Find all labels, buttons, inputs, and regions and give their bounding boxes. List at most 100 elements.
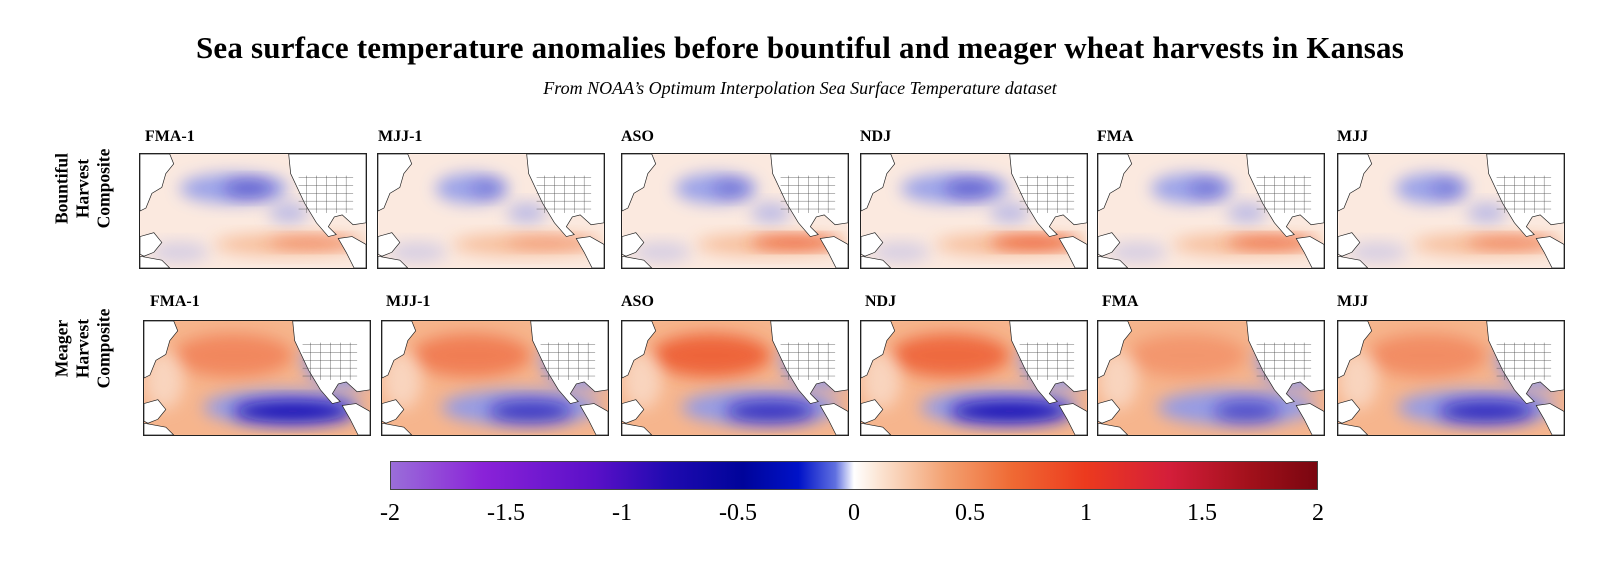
row-label-bountiful: Bountiful Harvest Composite	[51, 148, 114, 229]
land-islands	[140, 232, 163, 257]
land-south-america	[1535, 403, 1564, 435]
panel-title-r1-c1: FMA-1	[145, 128, 195, 145]
land-south-america	[1058, 236, 1087, 268]
cool-anomaly-core	[472, 179, 502, 198]
colorbar-tick-label: 0	[848, 500, 860, 526]
cool-anomaly-core	[726, 400, 816, 423]
land-north-america	[1009, 154, 1087, 237]
cool-anomaly-core	[224, 179, 274, 198]
land-islands	[1338, 232, 1361, 257]
cool-anomaly	[989, 203, 1030, 223]
land-north-america	[530, 321, 608, 404]
land-asia	[861, 321, 896, 379]
cool-anomaly-core	[713, 179, 749, 198]
land-australia	[1338, 255, 1369, 268]
land-south-america	[1295, 403, 1324, 435]
map-meager-ndj	[860, 320, 1088, 436]
land-islands	[1098, 399, 1121, 424]
land-asia	[378, 154, 413, 212]
land-islands	[1338, 399, 1361, 424]
warm-anomaly-core	[989, 236, 1080, 249]
land-south-america	[341, 403, 370, 435]
panel-title-r2-c3: ASO	[621, 293, 654, 310]
cool-anomaly	[750, 203, 791, 223]
cool-anomaly-core	[950, 400, 1070, 423]
land-australia	[1098, 422, 1129, 435]
panel-title-r2-c5: FMA	[1102, 293, 1139, 310]
land-australia	[1338, 422, 1369, 435]
cool-anomaly	[506, 203, 547, 223]
land-south-america	[819, 403, 848, 435]
land-australia	[1098, 255, 1129, 268]
land-south-america	[1535, 236, 1564, 268]
cool-anomaly	[1226, 203, 1267, 223]
land-asia	[1098, 321, 1133, 379]
cool-anomaly	[268, 203, 309, 223]
map-meager-mjj	[1337, 320, 1565, 436]
cool-anomaly	[1107, 242, 1168, 263]
warm-anomaly	[411, 333, 531, 378]
map-bountiful-mjj-1	[377, 153, 605, 269]
panel-title-r2-c2: MJJ-1	[386, 293, 431, 310]
colorbar-tick-label: -1.5	[487, 500, 525, 526]
map-bountiful-fma-1	[139, 153, 367, 269]
colorbar-tick-label: 1.5	[1187, 500, 1217, 526]
land-asia	[622, 321, 657, 379]
land-south-america	[1295, 236, 1324, 268]
cool-anomaly-core	[1432, 179, 1462, 198]
land-asia	[140, 154, 175, 212]
land-islands	[861, 399, 884, 424]
land-australia	[382, 422, 413, 435]
land-islands	[144, 399, 167, 424]
land-south-america	[575, 236, 604, 268]
land-islands	[378, 232, 401, 257]
land-south-america	[337, 236, 366, 268]
land-islands	[622, 232, 645, 257]
land-asia	[1338, 321, 1373, 379]
colorbar-tick-label: -2	[380, 500, 400, 526]
cool-anomaly	[631, 242, 692, 263]
warm-anomaly-core	[506, 236, 597, 249]
warm-anomaly	[890, 333, 1010, 378]
warm-anomaly	[1127, 333, 1247, 378]
cool-anomaly-core	[945, 179, 995, 198]
land-asia	[1098, 154, 1133, 212]
cool-anomaly-core	[1439, 400, 1535, 423]
land-south-america	[1058, 403, 1087, 435]
panel-title-r1-c4: NDJ	[860, 128, 892, 145]
land-australia	[622, 422, 653, 435]
cool-anomaly	[1347, 242, 1408, 263]
land-south-america	[819, 236, 848, 268]
land-north-america	[1486, 154, 1564, 237]
map-meager-fma	[1097, 320, 1325, 436]
land-australia	[378, 255, 409, 268]
land-islands	[382, 399, 405, 424]
cool-anomaly	[1466, 203, 1507, 223]
map-bountiful-fma	[1097, 153, 1325, 269]
warm-anomaly	[1367, 333, 1487, 378]
land-australia	[861, 422, 892, 435]
colorbar-tick-label: 1	[1080, 500, 1092, 526]
land-asia	[1338, 154, 1373, 212]
land-australia	[622, 255, 653, 268]
land-islands	[622, 399, 645, 424]
cool-anomaly-core	[1213, 400, 1280, 423]
cool-anomaly	[387, 242, 448, 263]
cool-anomaly	[149, 242, 210, 263]
row-label-meager: Meager Harvest Composite	[51, 308, 114, 389]
land-north-america	[1246, 321, 1324, 404]
land-north-america	[770, 321, 848, 404]
warm-anomaly-core	[1226, 236, 1317, 249]
warm-anomaly	[173, 333, 293, 378]
colorbar-tick-label: 0.5	[955, 500, 985, 526]
land-australia	[861, 255, 892, 268]
land-asia	[622, 154, 657, 212]
panel-title-r1-c2: MJJ-1	[378, 128, 423, 145]
map-bountiful-ndj	[860, 153, 1088, 269]
land-north-america	[1486, 321, 1564, 404]
cool-anomaly-core	[489, 400, 573, 423]
cool-anomaly-core	[233, 400, 353, 423]
chart-title: Sea surface temperature anomalies before…	[195, 30, 1405, 65]
land-north-america	[1246, 154, 1324, 237]
map-bountiful-mjj	[1337, 153, 1565, 269]
